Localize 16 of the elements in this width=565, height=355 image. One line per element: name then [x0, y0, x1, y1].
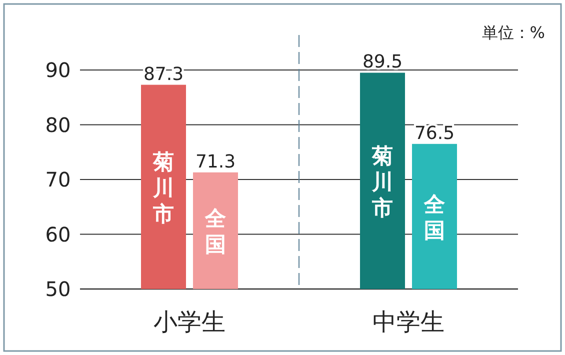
y-tick-label: 70: [45, 168, 71, 192]
y-tick-label: 80: [45, 112, 71, 137]
text: 菊川市: [372, 144, 393, 220]
data-label: 87.3: [143, 64, 184, 85]
text: 全国: [424, 192, 445, 242]
series-label: 菊川市: [152, 150, 174, 226]
data-label: 71.3: [195, 151, 236, 172]
y-tick-label: 50: [45, 277, 71, 301]
series-label: 全国: [204, 206, 227, 257]
y-tick-label: 90: [45, 58, 71, 82]
y-tick-label: 60: [45, 222, 71, 246]
text: 単位：%: [482, 23, 545, 42]
data-label: 76.5: [414, 122, 455, 144]
x-tick-label: 中学生: [372, 308, 444, 336]
x-tick-label: 小学生: [154, 308, 226, 336]
data-label: 89.5: [362, 52, 403, 73]
